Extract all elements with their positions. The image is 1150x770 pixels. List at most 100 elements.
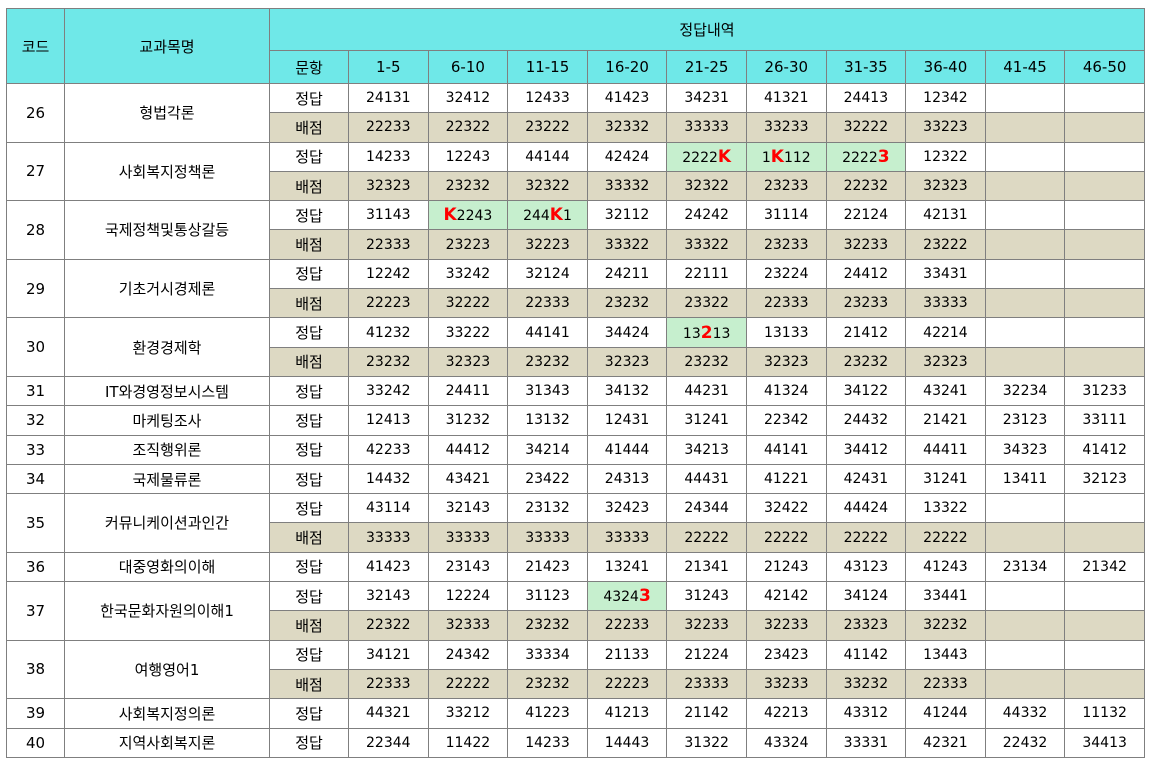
score-cell (1064, 170, 1145, 202)
answer-cell (984, 258, 1066, 290)
answer-cell: 11132 (1064, 698, 1145, 729)
answer-cell: 44332 (984, 698, 1066, 729)
table-row: 37 한국문화자원의이해1 정답 32143 12224 31123 43243 31243 4… (6, 581, 1145, 641)
score-cell: 33333 (348, 522, 429, 553)
score-cell: 33333 (666, 112, 747, 143)
answer-cell: 21224 (666, 639, 747, 670)
score-cell (984, 229, 1066, 260)
score-cell: 22333 (745, 288, 827, 319)
score-label: 배점 (269, 170, 349, 202)
course-code: 30 (6, 317, 65, 377)
answer-cell: 31322 (666, 727, 747, 758)
answer-cell: 12431 (586, 405, 668, 436)
table-row: 40 지역사회복지론 정답 22344 11422 14233 14443 31322 4332… (6, 727, 1145, 758)
answer-cell: 44424 (825, 493, 907, 524)
table-row: 39 사회복지정의론 정답 44321 33212 41223 41213 21142 4221… (6, 698, 1145, 729)
score-label: 배점 (269, 346, 349, 377)
answer-cell: 32422 (745, 493, 827, 524)
answer-cell: 24411 (427, 375, 509, 407)
course-code: 38 (6, 639, 65, 700)
course-code: 39 (6, 698, 65, 729)
answer-cell: 32123 (1064, 463, 1145, 495)
answer-cell: 23143 (427, 551, 509, 583)
answer-cell: 21142 (666, 698, 747, 729)
table-row: 34 국제물류론 정답 14432 43421 23422 24313 44431 41221 4… (6, 463, 1145, 495)
score-cell: 32322 (666, 170, 747, 202)
answer-label: 정답 (269, 698, 349, 729)
answer-cell: 21342 (1064, 551, 1145, 583)
answer-cell: 41423 (586, 82, 668, 114)
score-cell: 33333 (905, 288, 986, 319)
answer-cell: 23132 (507, 493, 588, 524)
answer-cell: 21412 (825, 317, 907, 348)
score-cell: 22222 (427, 668, 509, 700)
course-code: 29 (6, 258, 65, 319)
table-row: 배점 33333 33333 33333 33333 22222 22222 22222 222… (7, 522, 1145, 553)
score-cell: 32323 (905, 346, 986, 377)
answer-cell (984, 141, 1066, 172)
answer-cell: 42142 (745, 581, 827, 612)
course-name: 환경경제학 (64, 317, 270, 377)
answer-cell: 21341 (666, 551, 747, 583)
answer-label: 정답 (269, 317, 349, 348)
score-label: 배점 (269, 610, 349, 641)
answer-cell: 42321 (905, 727, 986, 758)
answer-cell (1064, 639, 1145, 670)
score-cell: 32333 (427, 610, 509, 641)
table-row: 28 국제정책및통상갈등 정답 31143 K2243 244K1 32112 24242 31… (6, 200, 1145, 260)
header-range-6-10: 6-10 (427, 50, 509, 84)
table-row: 배점 22322 32333 23232 22233 32233 32233 23323 322… (7, 610, 1145, 641)
score-cell (1064, 346, 1145, 377)
score-label: 배점 (269, 522, 349, 553)
answer-cell: 33331 (825, 727, 907, 758)
answer-cell: 31123 (507, 581, 588, 612)
score-cell: 23232 (825, 346, 907, 377)
answer-cell: 34122 (825, 375, 907, 407)
answer-label: 정답 (269, 639, 349, 670)
answer-label: 정답 (269, 551, 349, 583)
score-cell: 33333 (427, 522, 509, 553)
header-range-21-25: 21-25 (666, 50, 747, 84)
score-cell: 23232 (507, 610, 588, 641)
score-cell: 23232 (586, 288, 668, 319)
answer-cell: 22344 (348, 727, 429, 758)
answer-label: 정답 (269, 375, 349, 407)
course-name: 지역사회복지론 (64, 727, 270, 758)
answer-cell: 13411 (984, 463, 1066, 495)
answer-cell: 43324 (745, 727, 827, 758)
answer-cell (984, 493, 1066, 524)
table-row: 27 사회복지정책론 정답 14233 12243 44144 42424 2222K 1K11… (6, 141, 1145, 202)
course-name: 마케팅조사 (64, 405, 270, 436)
course-name: 기초거시경제론 (64, 258, 270, 319)
score-cell (1064, 112, 1145, 143)
course-name: 사회복지정책론 (64, 141, 270, 202)
answer-cell: 21421 (905, 405, 986, 436)
answer-label: 정답 (269, 463, 349, 495)
score-label: 배점 (269, 288, 349, 319)
score-cell: 32322 (507, 170, 588, 202)
table-row: 배점 23232 32323 23232 32323 23232 32323 23232 323… (7, 346, 1145, 377)
header-answer-history: 정답내역 (269, 8, 1145, 51)
score-cell: 32332 (586, 112, 668, 143)
answer-cell: 23423 (745, 639, 827, 670)
answer-cell: 42131 (905, 200, 986, 231)
score-cell: 33232 (825, 668, 907, 700)
answer-cell: 31343 (507, 375, 588, 407)
answer-cell: 12413 (348, 405, 429, 436)
score-cell: 23322 (666, 288, 747, 319)
answer-cell: 12224 (427, 581, 509, 612)
course-name: 국제물류론 (64, 463, 270, 495)
answer-cell: 32143 (348, 581, 429, 612)
answer-cell: 33222 (427, 317, 509, 348)
course-code: 28 (6, 200, 65, 260)
answer-label: 정답 (269, 405, 349, 436)
score-cell: 23333 (666, 668, 747, 700)
answer-cell: 13132 (507, 405, 588, 436)
answer-cell: 12433 (507, 82, 588, 114)
answer-cell: 42214 (905, 317, 986, 348)
answer-label: 정답 (269, 200, 349, 231)
answer-cell: 31232 (427, 405, 509, 436)
answer-cell: 34413 (1064, 727, 1145, 758)
score-cell: 23232 (507, 346, 588, 377)
answer-cell: 2222K (666, 141, 747, 172)
